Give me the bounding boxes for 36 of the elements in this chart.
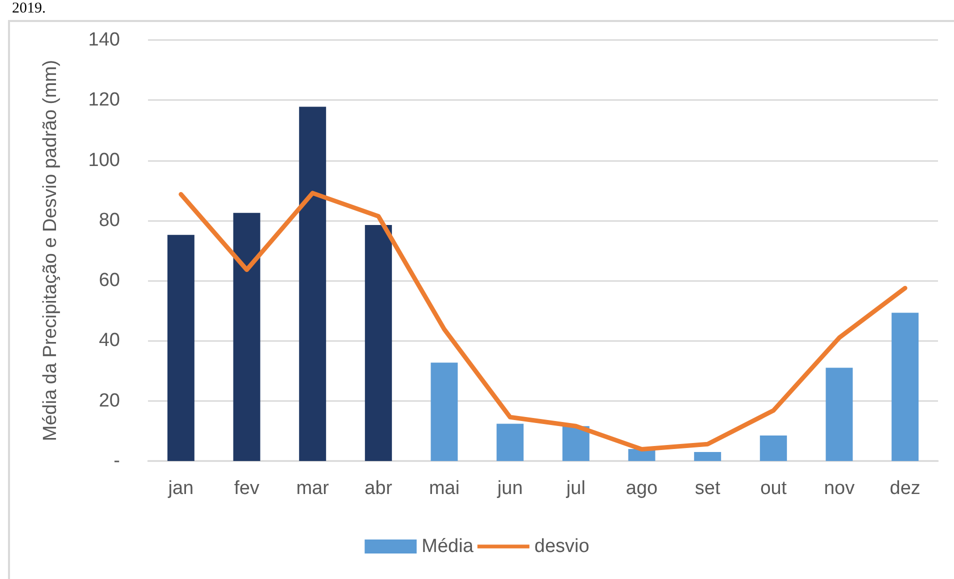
bar <box>694 452 722 461</box>
y-axis-title: Média da Precipitação e Desvio padrão (mm) <box>40 60 61 442</box>
y-tick-label: 140 <box>88 30 120 50</box>
x-tick-label: jun <box>496 478 523 499</box>
bar <box>430 362 458 461</box>
x-tick-label: ago <box>626 478 658 499</box>
bar <box>233 212 260 461</box>
text: 2019. <box>12 0 46 16</box>
y-tick-label: - <box>114 450 120 472</box>
bar <box>562 426 590 461</box>
legend-label: desvio <box>534 536 590 557</box>
bar <box>760 435 787 461</box>
y-tick-label: 40 <box>98 330 120 352</box>
bar <box>496 424 524 461</box>
x-tick-label: dez <box>890 478 920 499</box>
x-tick-label: abr <box>364 478 393 499</box>
y-tick-label: 100 <box>88 150 120 171</box>
y-tick-label: 120 <box>88 90 120 111</box>
bar <box>167 234 194 461</box>
bar <box>364 224 392 461</box>
x-tick-label: jul <box>565 478 586 499</box>
x-tick-label: jan <box>167 478 194 499</box>
x-tick-label: mar <box>296 478 330 499</box>
x-tick-label: nov <box>824 478 856 499</box>
bar <box>299 106 326 461</box>
bar <box>826 368 853 461</box>
x-tick-label: set <box>694 478 721 499</box>
legend-label: Média <box>422 536 474 557</box>
bar <box>892 312 919 461</box>
line-series <box>178 190 908 452</box>
x-tick-label: fev <box>234 478 260 499</box>
y-tick-label: 20 <box>98 390 120 412</box>
y-tick-label: 80 <box>98 210 120 231</box>
y-tick-label: 60 <box>98 270 120 292</box>
x-tick-label: out <box>760 478 788 499</box>
x-tick-label: mai <box>428 478 460 499</box>
